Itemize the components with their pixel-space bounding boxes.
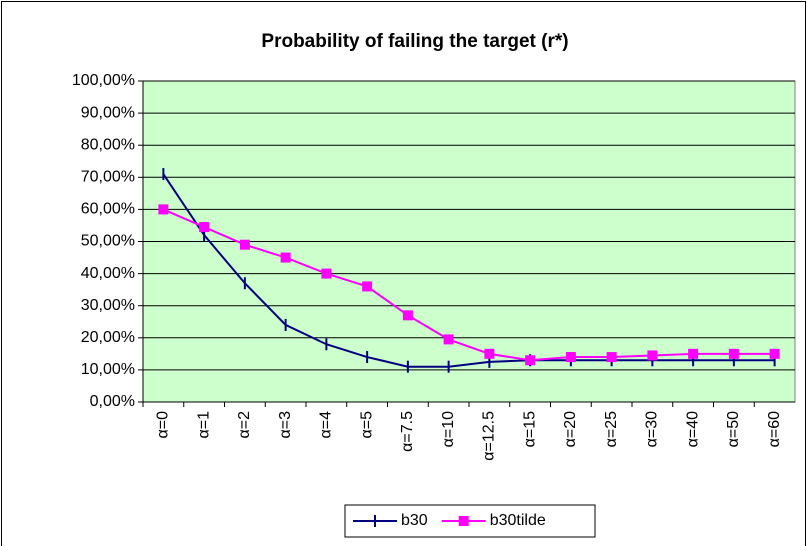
marker bbox=[769, 348, 780, 359]
y-tick-label: 60,00% bbox=[81, 201, 135, 218]
marker bbox=[280, 252, 291, 263]
y-tick-label: 40,00% bbox=[81, 265, 135, 282]
marker bbox=[647, 350, 658, 361]
series-line bbox=[162, 208, 775, 362]
y-tick-label: 30,00% bbox=[81, 297, 135, 314]
marker bbox=[565, 352, 576, 363]
x-tick-label: α=0 bbox=[155, 411, 172, 439]
legend-label: b30tilde bbox=[490, 512, 546, 529]
x-tick-label: α=15 bbox=[521, 411, 538, 447]
x-tick-label: α=30 bbox=[644, 411, 661, 447]
y-tick-label: 100,00% bbox=[72, 72, 135, 89]
x-tick-label: α=25 bbox=[603, 411, 620, 447]
marker bbox=[443, 334, 454, 345]
legend-label: b30 bbox=[401, 512, 428, 529]
marker bbox=[321, 268, 332, 279]
x-tick-label: α=2 bbox=[236, 411, 253, 439]
marker bbox=[688, 348, 699, 359]
y-tick-label: 90,00% bbox=[81, 104, 135, 121]
x-tick-label: α=7.5 bbox=[399, 411, 416, 452]
marker bbox=[402, 310, 413, 321]
y-tick-label: 0,00% bbox=[90, 393, 135, 410]
y-tick-label: 20,00% bbox=[81, 329, 135, 346]
x-tick-label: α=1 bbox=[195, 411, 212, 439]
x-tick-label: α=20 bbox=[562, 411, 579, 447]
marker bbox=[239, 239, 250, 250]
chart-title: Probability of failing the target (r*) bbox=[261, 31, 568, 52]
x-tick-label: α=60 bbox=[766, 411, 783, 447]
marker bbox=[158, 204, 169, 215]
marker bbox=[525, 355, 536, 366]
marker bbox=[362, 281, 373, 292]
y-tick-label: 80,00% bbox=[81, 136, 135, 153]
x-tick-label: α=10 bbox=[440, 411, 457, 447]
x-tick-label: α=4 bbox=[318, 411, 335, 439]
x-tick-label: α=40 bbox=[684, 411, 701, 447]
legend-marker bbox=[458, 516, 469, 526]
x-tick-label: α=12.5 bbox=[481, 411, 498, 461]
marker bbox=[606, 352, 617, 363]
y-tick-label: 50,00% bbox=[81, 233, 135, 250]
marker bbox=[728, 348, 739, 359]
x-tick-label: α=5 bbox=[358, 411, 375, 439]
marker bbox=[199, 222, 210, 233]
x-tick-label: α=50 bbox=[725, 411, 742, 447]
y-tick-label: 10,00% bbox=[81, 361, 135, 378]
series-line bbox=[162, 173, 775, 368]
y-tick-label: 70,00% bbox=[81, 169, 135, 186]
marker bbox=[484, 348, 495, 359]
x-tick-label: α=3 bbox=[277, 411, 294, 439]
